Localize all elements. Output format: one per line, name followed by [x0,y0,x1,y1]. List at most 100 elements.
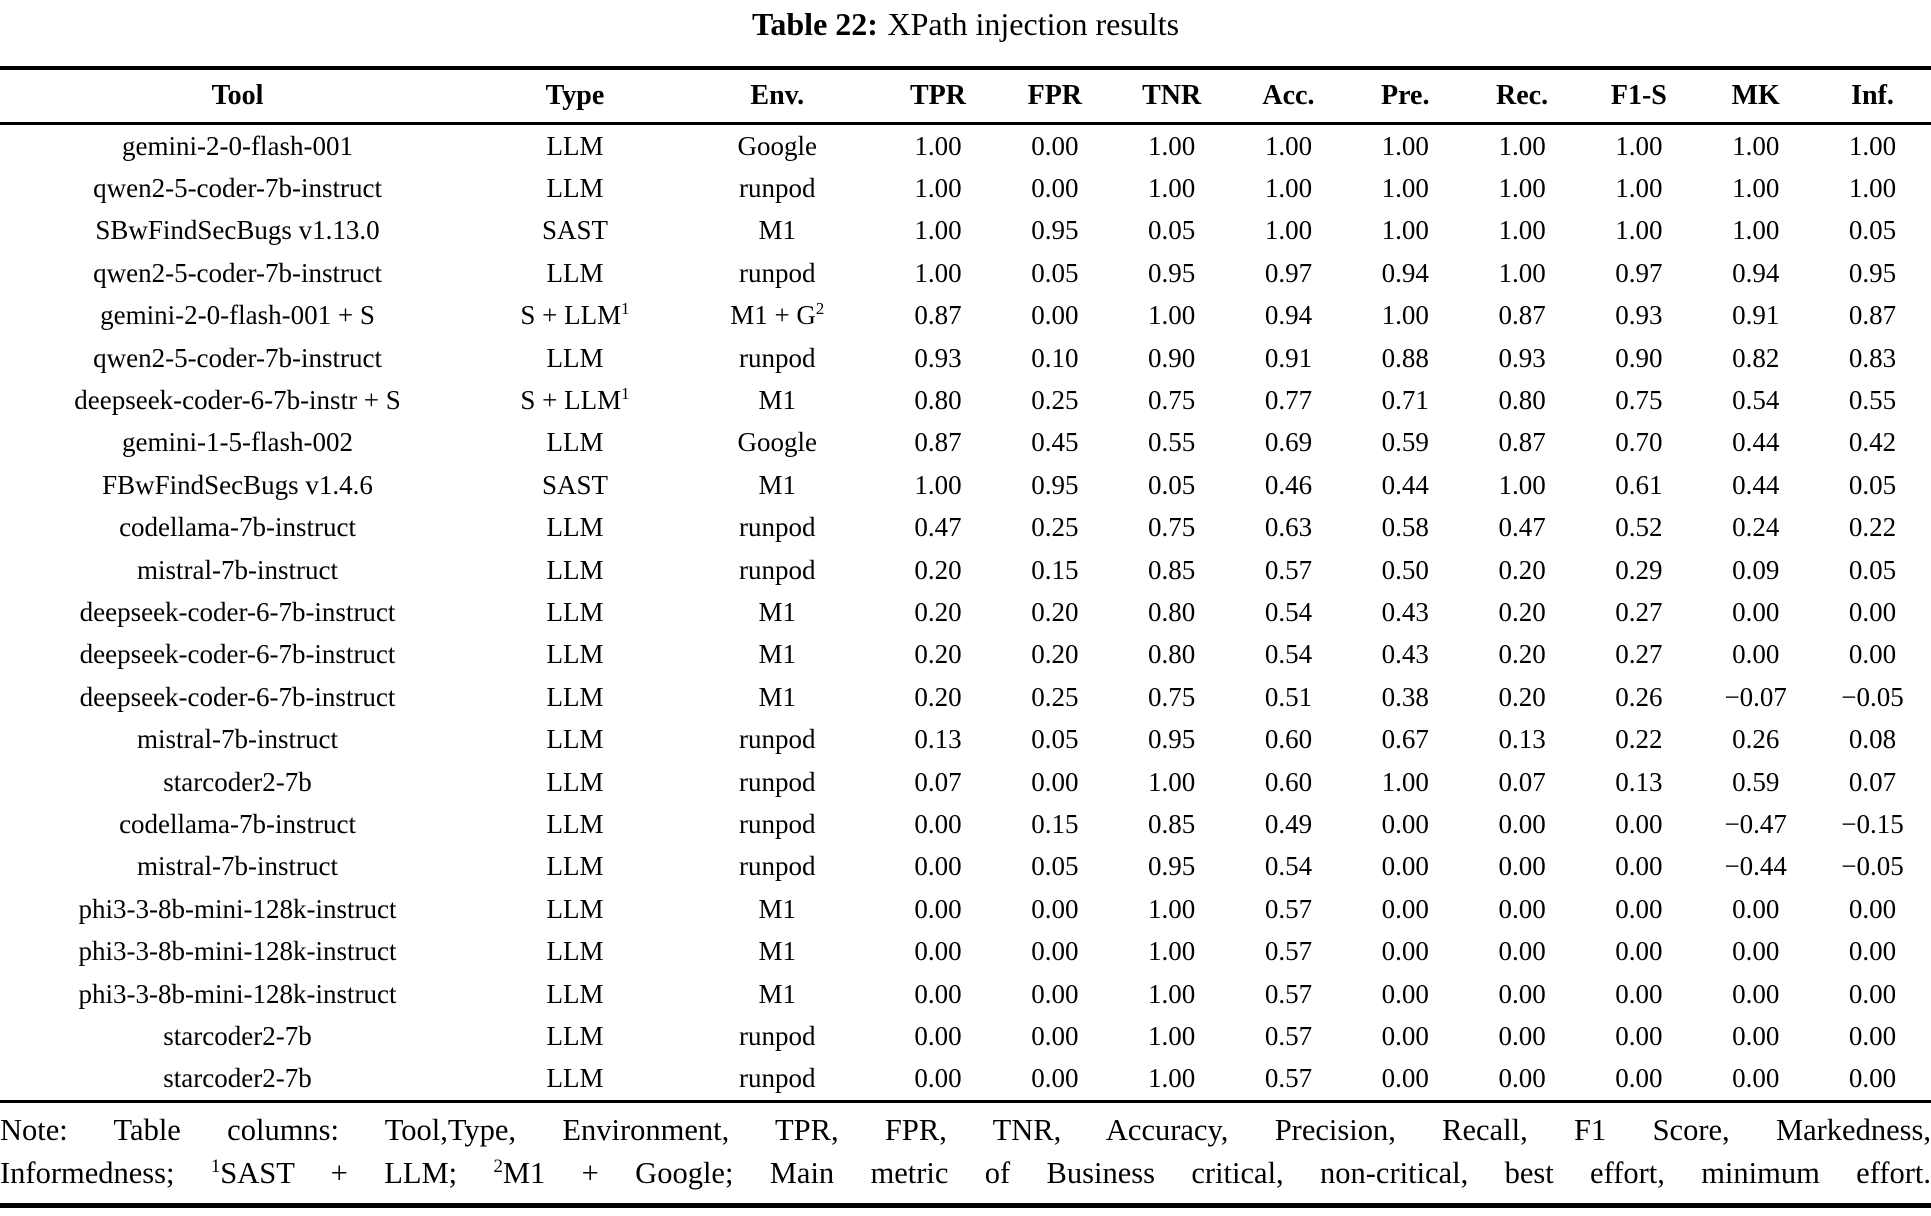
table-row: deepseek-coder-6-7b-instr + S S + LLM1 M1 0… [0,379,1931,421]
metric-cell: 0.05 [1148,215,1196,246]
metric-cell: 0.05 [1848,469,1897,500]
metric-cell: 0.00 [914,893,962,924]
type-cell: LLM [546,893,604,924]
metric-cell: 0.00 [1031,130,1079,161]
metric-cell: 0.87 [1498,427,1546,458]
type-cell: LLM [546,851,604,882]
metric-cell: 0.80 [1498,385,1546,416]
metric-cell: 0.47 [1498,512,1546,543]
table-row: mistral-7b-instruct LLM runpod 0.00 0.05 0.95… [0,846,1931,888]
metric-cell: 0.46 [1264,469,1313,500]
metric-cell: 0.00 [1615,978,1663,1009]
col-header-pre: Pre. [1346,68,1464,125]
metric-cell: 0.49 [1264,808,1313,839]
type-cell: S + LLM1 [520,299,630,331]
metric-cell: 0.00 [1615,1063,1663,1094]
table-row: deepseek-coder-6-7b-instruct LLM M1 0.20 0.2… [0,634,1931,676]
table-row: codellama-7b-instruct LLM runpod 0.47 0.25 0.… [0,507,1931,549]
type-cell: LLM [546,427,604,458]
metric-cell: 0.42 [1848,427,1897,458]
metric-cell: 0.00 [1381,1020,1429,1051]
table-row: phi3-3-8b-mini-128k-instruct LLM M1 0.00 0.0… [0,973,1931,1015]
metric-cell: 0.91 [1264,342,1313,373]
col-header-acc: Acc. [1230,68,1347,125]
tool-cell: gemini-2-0-flash-001 + S [100,300,375,331]
metric-cell: 0.80 [1148,639,1196,670]
metric-cell: 0.63 [1264,512,1313,543]
metric-cell: 0.93 [914,342,962,373]
metric-cell: 1.00 [1498,257,1546,288]
metric-cell: 0.00 [1381,851,1429,882]
metric-cell: 0.55 [1148,427,1196,458]
metric-cell: 0.95 [1148,851,1196,882]
table-row: phi3-3-8b-mini-128k-instruct LLM M1 0.00 0.0… [0,888,1931,930]
col-header-tnr: TNR [1113,68,1231,125]
metric-cell: 0.10 [1031,342,1079,373]
metric-cell: 0.20 [914,639,962,670]
metric-cell: 1.00 [1148,978,1196,1009]
metric-cell: 0.00 [1732,596,1780,627]
metric-cell: 0.00 [1031,893,1079,924]
table-row: starcoder2-7b LLM runpod 0.00 0.00 1.00 0.57 0.… [0,1058,1931,1102]
env-cell: M1 + G2 [730,299,825,331]
metric-cell: 0.82 [1732,342,1780,373]
metric-cell: 0.94 [1381,257,1429,288]
env-cell: Google [737,130,817,161]
metric-cell: 0.13 [1615,766,1663,797]
metric-cell: 1.00 [1732,173,1780,204]
metric-cell: 0.00 [1615,893,1663,924]
metric-cell: 0.25 [1031,385,1079,416]
metric-cell: 0.47 [914,512,962,543]
metric-cell: 0.87 [914,427,962,458]
metric-cell: 0.90 [1615,342,1663,373]
metric-cell: 0.75 [1148,385,1196,416]
note-line-1: Note: Table columns: Tool,Type, Environm… [0,1112,1931,1147]
metric-cell: 0.87 [914,300,962,331]
metric-cell: 1.00 [1498,173,1546,204]
metric-cell: 0.20 [1031,639,1079,670]
metric-cell: 0.54 [1264,596,1313,627]
metric-cell: 0.87 [1498,300,1546,331]
metric-cell: 0.13 [914,724,962,755]
metric-cell: 0.24 [1732,512,1780,543]
metric-cell: 0.59 [1732,766,1780,797]
type-cell: LLM [546,681,604,712]
env-cell: runpod [739,257,816,288]
metric-cell: −0.44 [1724,851,1787,882]
metric-cell: 0.22 [1848,512,1897,543]
metric-cell: 1.00 [914,469,962,500]
metric-cell: 1.00 [1498,215,1546,246]
metric-cell: 0.20 [1498,681,1546,712]
col-header-tpr: TPR [879,68,997,125]
tool-cell: gemini-2-0-flash-001 [122,130,353,161]
metric-cell: 1.00 [1264,173,1313,204]
table-row: deepseek-coder-6-7b-instruct LLM M1 0.20 0.2… [0,591,1931,633]
metric-cell: 0.00 [914,978,962,1009]
metric-cell: −0.15 [1841,808,1904,839]
table-caption-label: Table 22: [751,6,878,42]
metric-cell: 1.00 [1732,215,1780,246]
metric-cell: 0.00 [1615,1020,1663,1051]
metric-cell: 0.00 [1031,936,1079,967]
tool-cell: gemini-1-5-flash-002 [122,427,353,458]
metric-cell: 0.80 [914,385,962,416]
type-cell: SAST [541,469,608,500]
type-cell: LLM [546,639,604,670]
metric-cell: 0.00 [1848,596,1897,627]
metric-cell: 0.00 [1031,173,1079,204]
metric-cell: −0.47 [1724,808,1787,839]
env-cell: M1 [758,469,796,500]
note-line-2: Informedness; 1SAST + LLM; 2M1 + Google;… [0,1152,1931,1195]
type-cell: LLM [546,1063,604,1094]
metric-cell: 0.61 [1615,469,1663,500]
metric-cell: 0.75 [1615,385,1663,416]
env-cell: runpod [739,808,816,839]
metric-cell: 0.93 [1498,342,1546,373]
tool-cell: phi3-3-8b-mini-128k-instruct [78,893,397,924]
metric-cell: 0.15 [1031,554,1079,585]
metric-cell: 0.26 [1732,724,1780,755]
metric-cell: 0.59 [1381,427,1429,458]
env-cell: runpod [739,1020,816,1051]
metric-cell: 0.83 [1848,342,1897,373]
